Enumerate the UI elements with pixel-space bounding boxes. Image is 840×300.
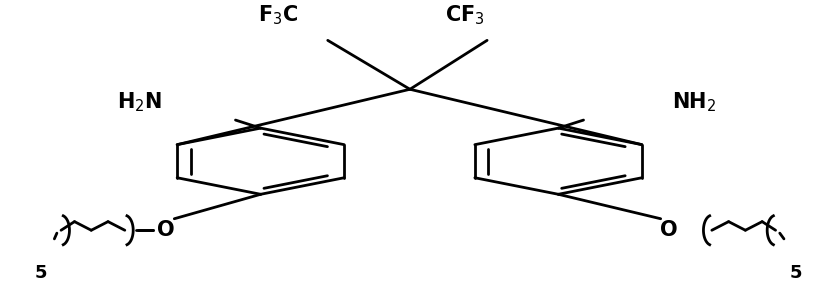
Text: O: O <box>157 220 175 240</box>
Text: CF$_3$: CF$_3$ <box>445 4 485 27</box>
Text: NH$_2$: NH$_2$ <box>672 90 717 114</box>
Text: 5: 5 <box>34 264 47 282</box>
Text: F$_3$C: F$_3$C <box>258 4 298 27</box>
Text: 5: 5 <box>790 264 802 282</box>
Text: H$_2$N: H$_2$N <box>118 90 163 114</box>
Text: O: O <box>660 220 678 240</box>
